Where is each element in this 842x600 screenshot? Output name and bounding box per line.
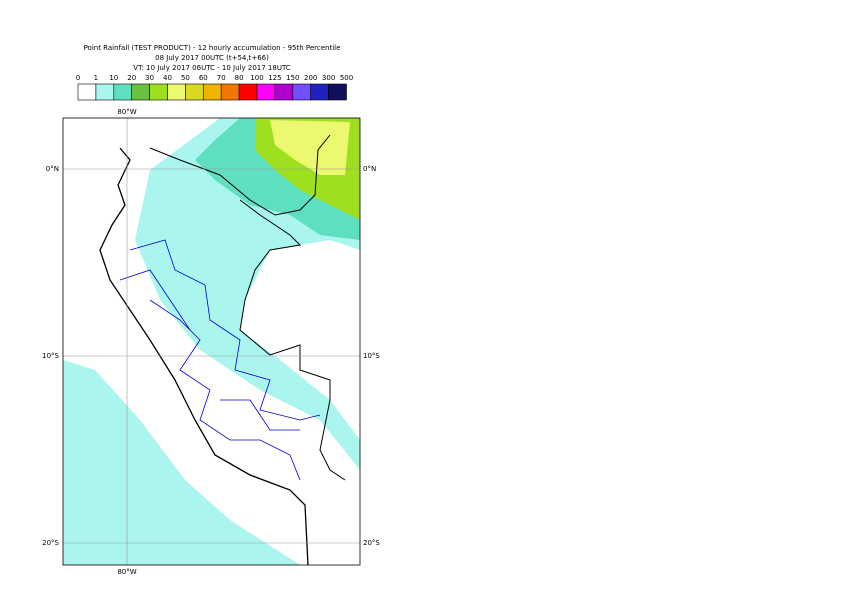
- legend-swatch: [292, 83, 311, 101]
- coastline: [99, 147, 309, 565]
- lat-label: 10°S: [42, 352, 59, 360]
- legend-swatch: [203, 83, 222, 101]
- lat-label: 10°S: [363, 352, 380, 360]
- legend-label: 500: [340, 74, 353, 82]
- legend-swatch: [256, 83, 276, 101]
- legend-swatch: [328, 83, 347, 101]
- legend-label: 60: [199, 74, 208, 82]
- legend-swatch: [274, 83, 294, 101]
- graticule: [63, 118, 360, 565]
- lat-label: 0°N: [363, 165, 376, 173]
- title-line: 08 July 2017 00UTC (t+54,t+66): [155, 54, 269, 62]
- title-line: Point Rainfall (TEST PRODUCT) - 12 hourl…: [84, 44, 341, 52]
- legend-swatch: [167, 83, 186, 101]
- legend-label: 40: [163, 74, 172, 82]
- ocean-rain: [63, 360, 300, 565]
- lon-label: 80°W: [117, 108, 136, 116]
- map-frame: [62, 117, 361, 566]
- legend-swatch: [220, 83, 240, 101]
- legend-label: 50: [181, 74, 190, 82]
- legend-swatch: [185, 83, 204, 101]
- legend-label: 125: [268, 74, 281, 82]
- legend-swatch: [310, 83, 329, 101]
- lon-label: 80°W: [117, 568, 136, 576]
- lat-label: 20°S: [363, 539, 380, 547]
- legend-swatch: [131, 83, 150, 101]
- legend-swatch: [113, 83, 133, 101]
- lat-label: 0°N: [46, 165, 59, 173]
- legend-swatch: [77, 83, 97, 101]
- lat-label: 20°S: [42, 539, 59, 547]
- legend: 0 1 10 20 30 40 50 60 70 80 100 125 150 200 300 500: [76, 74, 353, 101]
- legend-label: 300: [322, 74, 335, 82]
- legend-label: 0: [76, 74, 80, 82]
- legend-label: 150: [286, 74, 299, 82]
- title-block: Point Rainfall (TEST PRODUCT) - 12 hourl…: [84, 44, 341, 72]
- map-area: [63, 118, 360, 565]
- borders: [149, 134, 346, 481]
- legend-label: 30: [145, 74, 154, 82]
- regional-borders: [119, 239, 321, 481]
- grid-labels: 80°W 80°W 0°N 0°N 10°S 10°S 20°S 20°S: [42, 108, 380, 576]
- legend-label: 200: [304, 74, 317, 82]
- legend-label: 70: [217, 74, 226, 82]
- title-line: VT: 10 July 2017 06UTC - 10 July 2017 18…: [133, 64, 291, 72]
- legend-label: 100: [250, 74, 263, 82]
- legend-label: 80: [235, 74, 244, 82]
- legend-label: 1: [94, 74, 98, 82]
- legend-label: 10: [109, 74, 118, 82]
- rain-area-yellow: [270, 120, 350, 175]
- legend-swatch: [95, 83, 115, 101]
- legend-swatch: [149, 83, 168, 101]
- legend-label: 20: [127, 74, 136, 82]
- legend-swatch: [238, 83, 258, 101]
